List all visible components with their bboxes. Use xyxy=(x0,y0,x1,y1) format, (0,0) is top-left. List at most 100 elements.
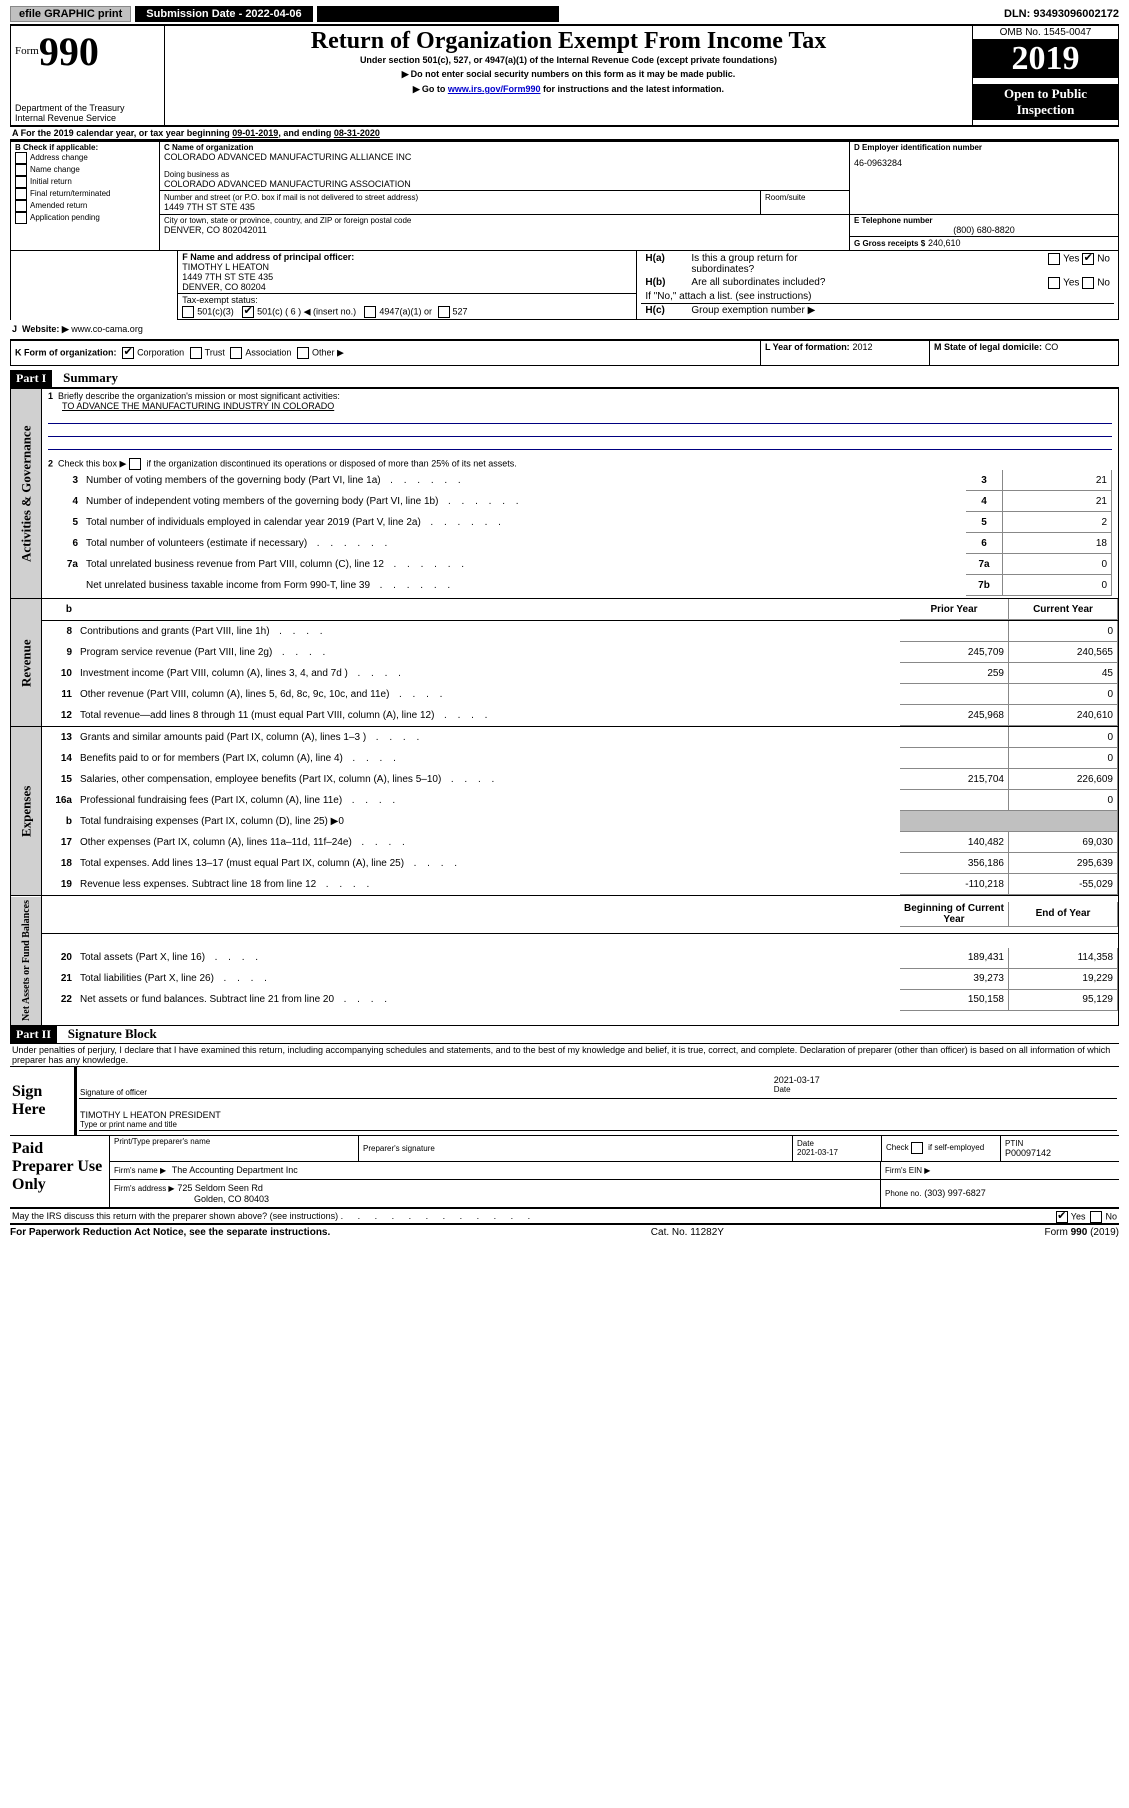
discuss-row: May the IRS discuss this return with the… xyxy=(10,1209,1119,1225)
firm-name: The Accounting Department Inc xyxy=(172,1165,298,1175)
k-corp-checkbox[interactable] xyxy=(122,347,134,359)
box-b-label: B Check if applicable: xyxy=(15,143,155,152)
city-value: DENVER, CO 802042011 xyxy=(164,225,845,235)
revenue-lines: 8Contributions and grants (Part VIII, li… xyxy=(42,621,1118,726)
current-value: 295,639 xyxy=(1009,853,1118,874)
current-value: 240,610 xyxy=(1009,705,1118,726)
h-note: If "No," attach a list. (see instruction… xyxy=(641,290,1114,304)
line-desc: Net unrelated business taxable income fr… xyxy=(82,575,966,596)
line-num: b xyxy=(42,811,76,832)
discuss-text: May the IRS discuss this return with the… xyxy=(12,1211,338,1221)
hc-label: H(c) xyxy=(641,304,687,318)
line-num: 12 xyxy=(42,705,76,726)
line-value: 21 xyxy=(1003,470,1112,491)
line-desc: Benefits paid to or for members (Part IX… xyxy=(76,748,900,769)
k-assoc-checkbox[interactable] xyxy=(230,347,242,359)
line-num: 8 xyxy=(42,621,76,642)
line-num: 18 xyxy=(42,853,76,874)
te-501c-checkbox[interactable] xyxy=(242,306,254,318)
firm-addr1: 725 Seldom Seen Rd xyxy=(177,1183,263,1193)
paid-label: Paid Preparer Use Only xyxy=(12,1140,107,1194)
k-other-checkbox[interactable] xyxy=(297,347,309,359)
discuss-no-checkbox[interactable] xyxy=(1090,1211,1102,1223)
ha-yes-checkbox[interactable] xyxy=(1048,253,1060,265)
line-num: 5 xyxy=(48,512,82,533)
l-value: 2012 xyxy=(852,342,872,352)
officer-name-title: TIMOTHY L HEATON PRESIDENT xyxy=(80,1110,1116,1120)
b-opt-checkbox[interactable] xyxy=(15,152,27,164)
ptin-value: P00097142 xyxy=(1005,1148,1115,1158)
discuss-no: No xyxy=(1105,1211,1117,1221)
phone-value: (800) 680-8820 xyxy=(854,225,1114,235)
line-num: 22 xyxy=(42,989,76,1010)
line-desc: Other revenue (Part VIII, column (A), li… xyxy=(76,684,900,705)
boy-header: Beginning of Current Year xyxy=(900,902,1009,927)
firm-ein-label: Firm's EIN ▶ xyxy=(885,1166,930,1175)
prior-value: 245,968 xyxy=(900,705,1009,726)
footer-right-bold: 990 xyxy=(1071,1227,1088,1238)
blank-button xyxy=(317,6,559,22)
self-employed-checkbox[interactable] xyxy=(911,1142,923,1154)
page-footer: For Paperwork Reduction Act Notice, see … xyxy=(10,1225,1119,1238)
te-4947-checkbox[interactable] xyxy=(364,306,376,318)
submission-date-button[interactable]: Submission Date - 2022-04-06 xyxy=(135,6,312,22)
line-cell-label: 6 xyxy=(966,533,1003,554)
current-value: 240,565 xyxy=(1009,642,1118,663)
line-cell-label: 7a xyxy=(966,554,1003,575)
b-opt-label: Address change xyxy=(30,153,88,162)
hb-label: H(b) xyxy=(641,276,687,290)
prior-value: 215,704 xyxy=(900,769,1009,790)
prior-value xyxy=(900,621,1009,642)
instructions-link[interactable]: www.irs.gov/Form990 xyxy=(448,84,541,94)
b-opt-checkbox[interactable] xyxy=(15,176,27,188)
te-4947: 4947(a)(1) or xyxy=(379,307,432,317)
line2-checkbox[interactable] xyxy=(129,458,141,470)
current-year-header: Current Year xyxy=(1009,599,1118,620)
hb-no-checkbox[interactable] xyxy=(1082,277,1094,289)
k-assoc: Association xyxy=(245,348,291,358)
line-desc: Number of independent voting members of … xyxy=(82,491,966,512)
city-label: City or town, state or province, country… xyxy=(164,216,845,225)
ein-label: D Employer identification number xyxy=(854,143,1114,152)
line-desc: Total number of volunteers (estimate if … xyxy=(82,533,966,554)
street-value: 1449 7TH ST STE 435 xyxy=(164,202,756,212)
gross-value: 240,610 xyxy=(928,238,961,248)
footer-right: Form 990 (2019) xyxy=(1045,1227,1119,1238)
firm-name-label: Firm's name ▶ xyxy=(114,1166,166,1175)
b-opt-checkbox[interactable] xyxy=(15,200,27,212)
prior-value: 259 xyxy=(900,663,1009,684)
l-label: L Year of formation: xyxy=(765,342,850,352)
officer-name: TIMOTHY L HEATON xyxy=(182,262,632,272)
open-public-badge: Open to Public Inspection xyxy=(973,84,1118,120)
tab-netassets: Net Assets or Fund Balances xyxy=(11,896,42,1026)
firm-addr-label: Firm's address ▶ xyxy=(114,1184,175,1193)
hb-yes-checkbox[interactable] xyxy=(1048,277,1060,289)
sign-here-block: Sign Here Signature of officer 2021-03-1… xyxy=(10,1067,1119,1135)
dln-label: DLN: 93493096002172 xyxy=(1004,8,1119,20)
line2-text2: if the organization discontinued its ope… xyxy=(147,458,517,468)
line-a-pre: For the 2019 calendar year, or tax year … xyxy=(21,128,233,138)
line-desc: Net assets or fund balances. Subtract li… xyxy=(76,989,900,1010)
tax-year: 2019 xyxy=(973,40,1118,78)
te-501c3-checkbox[interactable] xyxy=(182,306,194,318)
note-ssn: Do not enter social security numbers on … xyxy=(169,69,968,80)
b-opt-label: Amended return xyxy=(30,201,87,210)
ptin-label: PTIN xyxy=(1005,1139,1115,1148)
footer-mid: Cat. No. 11282Y xyxy=(651,1227,724,1238)
b-opt-checkbox[interactable] xyxy=(15,164,27,176)
ha-no-checkbox[interactable] xyxy=(1082,253,1094,265)
current-value: 0 xyxy=(1009,684,1118,705)
te-527-checkbox[interactable] xyxy=(438,306,450,318)
line-value: 0 xyxy=(1003,575,1112,596)
irs-label: Internal Revenue Service xyxy=(15,113,160,123)
b-opt-checkbox[interactable] xyxy=(15,188,27,200)
name-label: C Name of organization xyxy=(164,143,845,152)
te-501c3: 501(c)(3) xyxy=(197,307,234,317)
discuss-yes-checkbox[interactable] xyxy=(1056,1211,1068,1223)
line-num: 15 xyxy=(42,769,76,790)
k-trust-checkbox[interactable] xyxy=(190,347,202,359)
efile-button[interactable]: efile GRAPHIC print xyxy=(10,6,131,22)
paid-preparer-block: Paid Preparer Use Only Print/Type prepar… xyxy=(10,1135,1119,1209)
form990-logo: 990 xyxy=(39,28,99,75)
b-opt-checkbox[interactable] xyxy=(15,212,27,224)
